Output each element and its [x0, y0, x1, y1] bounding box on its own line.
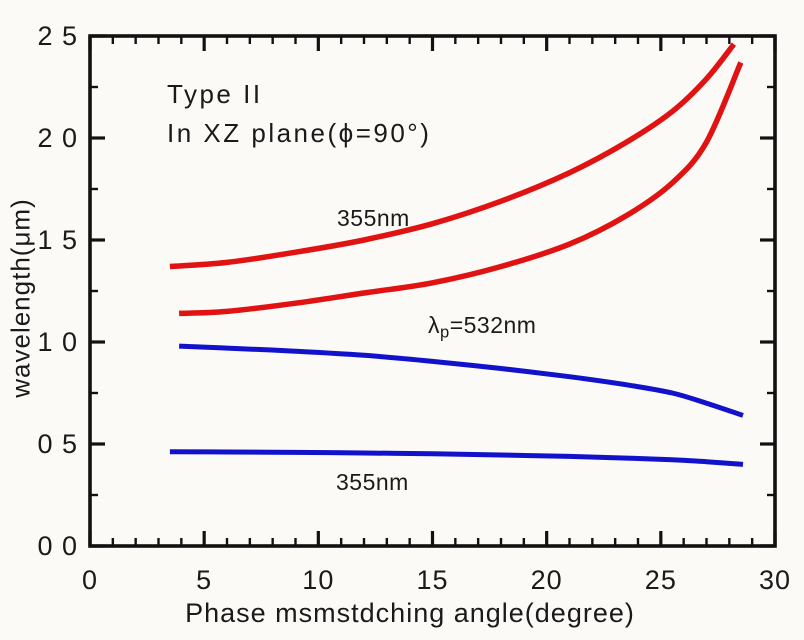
x-axis-title: Phase msmstdching angle(degree) — [185, 598, 635, 628]
curve-series-3 — [169, 449, 744, 467]
x-tick-label: 10 — [302, 565, 334, 595]
x-tick-label: 5 — [196, 565, 212, 595]
curve-series-2 — [179, 343, 744, 418]
plot-frame — [88, 34, 777, 548]
x-tick-label: 25 — [645, 565, 677, 595]
y-tick-label: 1 5 — [37, 225, 78, 255]
y-tick-label: 2 0 — [37, 123, 78, 153]
curve-series-1 — [178, 61, 744, 317]
curve-label-355nm-signal: 355nm — [336, 469, 409, 495]
x-tick-label: 15 — [416, 565, 448, 595]
lambda-subscript: p — [440, 322, 450, 342]
y-tick-label: 0 0 — [37, 531, 78, 561]
pump-value-text: =532nm — [449, 312, 537, 338]
y-tick-label: 1 0 — [37, 327, 78, 357]
curve-label-355nm-idler: 355nm — [337, 205, 410, 231]
curve-series-0 — [169, 42, 737, 270]
curve-label-pump-532nm: λp=532nm — [428, 312, 536, 343]
y-tick-label: 2 5 — [37, 21, 78, 51]
y-axis-title: wavelength(μm) — [5, 198, 36, 398]
x-tick-label: 0 — [82, 565, 98, 595]
lambda-symbol: λ — [428, 312, 440, 338]
x-tick-label: 20 — [531, 565, 563, 595]
annotation-xz-plane: In XZ plane(ϕ=90°) — [167, 118, 432, 148]
annotation-type-ii: Type II — [167, 79, 263, 109]
y-tick-label: 0 5 — [37, 429, 78, 459]
x-tick-label: 30 — [759, 565, 791, 595]
